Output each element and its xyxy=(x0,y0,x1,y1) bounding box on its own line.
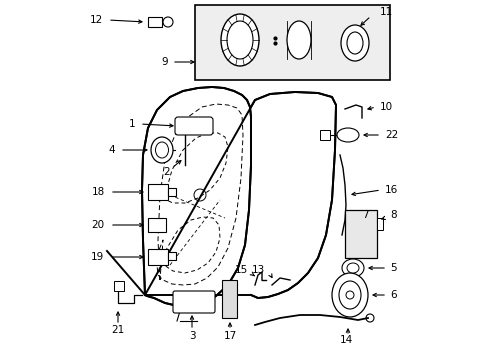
Bar xyxy=(168,188,176,196)
FancyBboxPatch shape xyxy=(175,117,213,135)
Text: 22: 22 xyxy=(384,130,397,140)
FancyBboxPatch shape xyxy=(173,291,215,313)
Bar xyxy=(148,218,165,232)
Bar xyxy=(222,280,237,318)
Text: 12: 12 xyxy=(90,15,103,25)
Ellipse shape xyxy=(336,128,358,142)
Text: 17: 17 xyxy=(223,331,236,341)
Ellipse shape xyxy=(346,32,362,54)
Ellipse shape xyxy=(286,21,310,59)
Ellipse shape xyxy=(226,21,252,59)
Text: 3: 3 xyxy=(188,331,195,341)
Text: 16: 16 xyxy=(384,185,397,195)
Ellipse shape xyxy=(340,25,368,61)
Text: 10: 10 xyxy=(379,102,392,112)
Text: 13: 13 xyxy=(251,265,264,275)
Bar xyxy=(114,281,124,291)
Ellipse shape xyxy=(346,263,358,273)
Text: 19: 19 xyxy=(91,252,104,262)
Text: 18: 18 xyxy=(92,187,105,197)
Text: 9: 9 xyxy=(161,57,168,67)
Ellipse shape xyxy=(341,259,363,277)
Text: 5: 5 xyxy=(389,263,396,273)
Circle shape xyxy=(346,291,353,299)
Bar xyxy=(345,210,376,258)
Ellipse shape xyxy=(338,281,360,309)
Text: 7: 7 xyxy=(362,210,368,220)
Bar xyxy=(148,17,162,27)
Bar xyxy=(195,5,389,80)
Text: 8: 8 xyxy=(389,210,396,220)
Text: 2: 2 xyxy=(163,167,170,177)
Ellipse shape xyxy=(155,142,168,158)
Bar xyxy=(319,130,329,140)
Bar xyxy=(148,184,168,200)
Bar xyxy=(376,218,382,230)
Text: 15: 15 xyxy=(234,265,247,275)
Ellipse shape xyxy=(151,137,173,163)
Bar xyxy=(148,249,168,265)
Text: 14: 14 xyxy=(339,335,352,345)
Bar xyxy=(168,252,176,260)
Text: 20: 20 xyxy=(91,220,104,230)
Text: 4: 4 xyxy=(108,145,115,155)
Ellipse shape xyxy=(221,14,259,66)
Text: 11: 11 xyxy=(379,7,392,17)
Text: 21: 21 xyxy=(111,325,124,335)
Text: 1: 1 xyxy=(128,119,135,129)
Ellipse shape xyxy=(331,273,367,317)
Text: 6: 6 xyxy=(389,290,396,300)
